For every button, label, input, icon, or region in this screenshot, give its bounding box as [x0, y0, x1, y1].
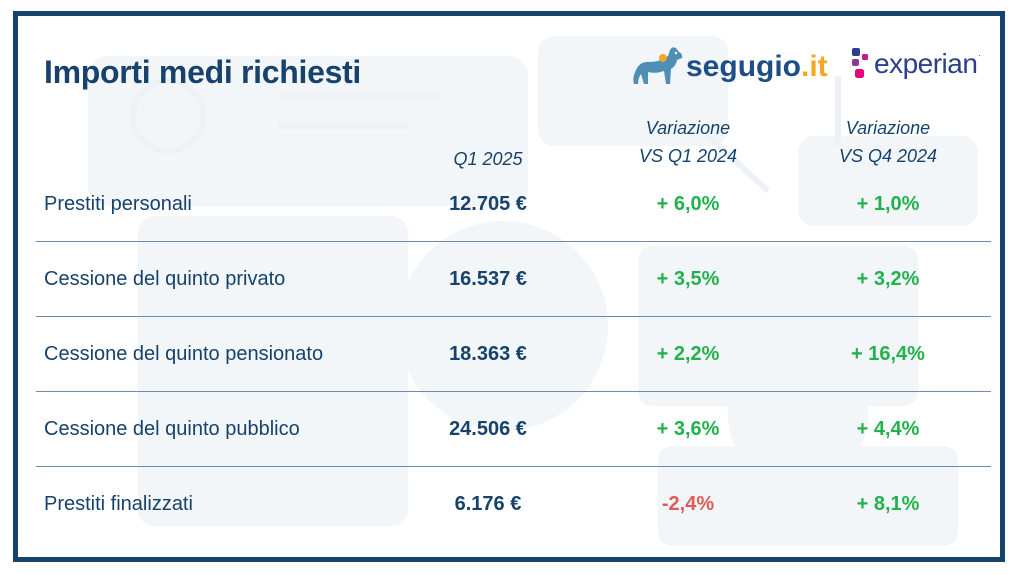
- row-divider: [36, 466, 991, 467]
- table-row: Cessione del quinto privato 16.537 € + 3…: [36, 242, 991, 317]
- row-label: Prestiti personali: [44, 193, 192, 215]
- row-label: Cessione del quinto pensionato: [44, 343, 324, 365]
- table-row: Cessione del quinto pensionato 18.363 € …: [36, 317, 991, 392]
- background-pattern: [88, 36, 978, 546]
- variation-vs-q1-2024: + 2,2%: [656, 343, 720, 365]
- value-q1-2025: 24.506 €: [449, 418, 527, 440]
- row-label: Prestiti finalizzati: [44, 493, 193, 515]
- value-q1-2025: 6.176 €: [454, 493, 522, 515]
- table-row: Prestiti finalizzati 6.176 € -2,4% + 8,1…: [36, 467, 991, 542]
- variation-vs-q1-2024: + 3,6%: [656, 418, 720, 440]
- row-divider: [36, 391, 991, 392]
- variation-vs-q1-2024: + 6,0%: [656, 193, 720, 215]
- segugio-logo: segugio.it: [630, 40, 828, 94]
- variation-vs-q4-2024: + 3,2%: [856, 268, 920, 290]
- page-title: Importi medi richiesti: [44, 54, 362, 90]
- row-divider: [36, 241, 991, 242]
- value-q1-2025: 12.705 €: [449, 193, 527, 215]
- experian-dots-icon: [852, 48, 868, 78]
- variation-vs-q4-2024: + 8,1%: [856, 493, 920, 515]
- row-label: Cessione del quinto privato: [44, 268, 286, 290]
- row-label: Cessione del quinto pubblico: [44, 418, 300, 440]
- dog-icon: [633, 47, 683, 84]
- variation-vs-q4-2024: + 16,4%: [851, 343, 925, 365]
- infographic-frame: Importi medi richiesti segugio.it experi…: [13, 11, 1005, 562]
- value-q1-2025: 16.537 €: [449, 268, 527, 290]
- table-row: Cessione del quinto pubblico 24.506 € + …: [36, 392, 991, 467]
- variation-vs-q4-2024: + 4,4%: [856, 418, 920, 440]
- column-header-var-q4-2024: Variazione VS Q4 2024: [838, 118, 938, 166]
- column-header-q1-2025: Q1 2025: [453, 149, 523, 169]
- experian-logo: experian.: [850, 40, 981, 88]
- table-row: Prestiti personali 12.705 € + 6,0% + 1,0…: [36, 167, 991, 242]
- variation-vs-q1-2024: -2,4%: [661, 493, 715, 515]
- segugio-wordmark: segugio.it: [686, 50, 828, 83]
- value-q1-2025: 18.363 €: [449, 343, 527, 365]
- variation-vs-q4-2024: + 1,0%: [856, 193, 920, 215]
- row-divider: [36, 316, 991, 317]
- experian-wordmark: experian.: [874, 48, 981, 79]
- variation-vs-q1-2024: + 3,5%: [656, 268, 720, 290]
- column-header-var-q1-2024: Variazione VS Q1 2024: [638, 118, 738, 166]
